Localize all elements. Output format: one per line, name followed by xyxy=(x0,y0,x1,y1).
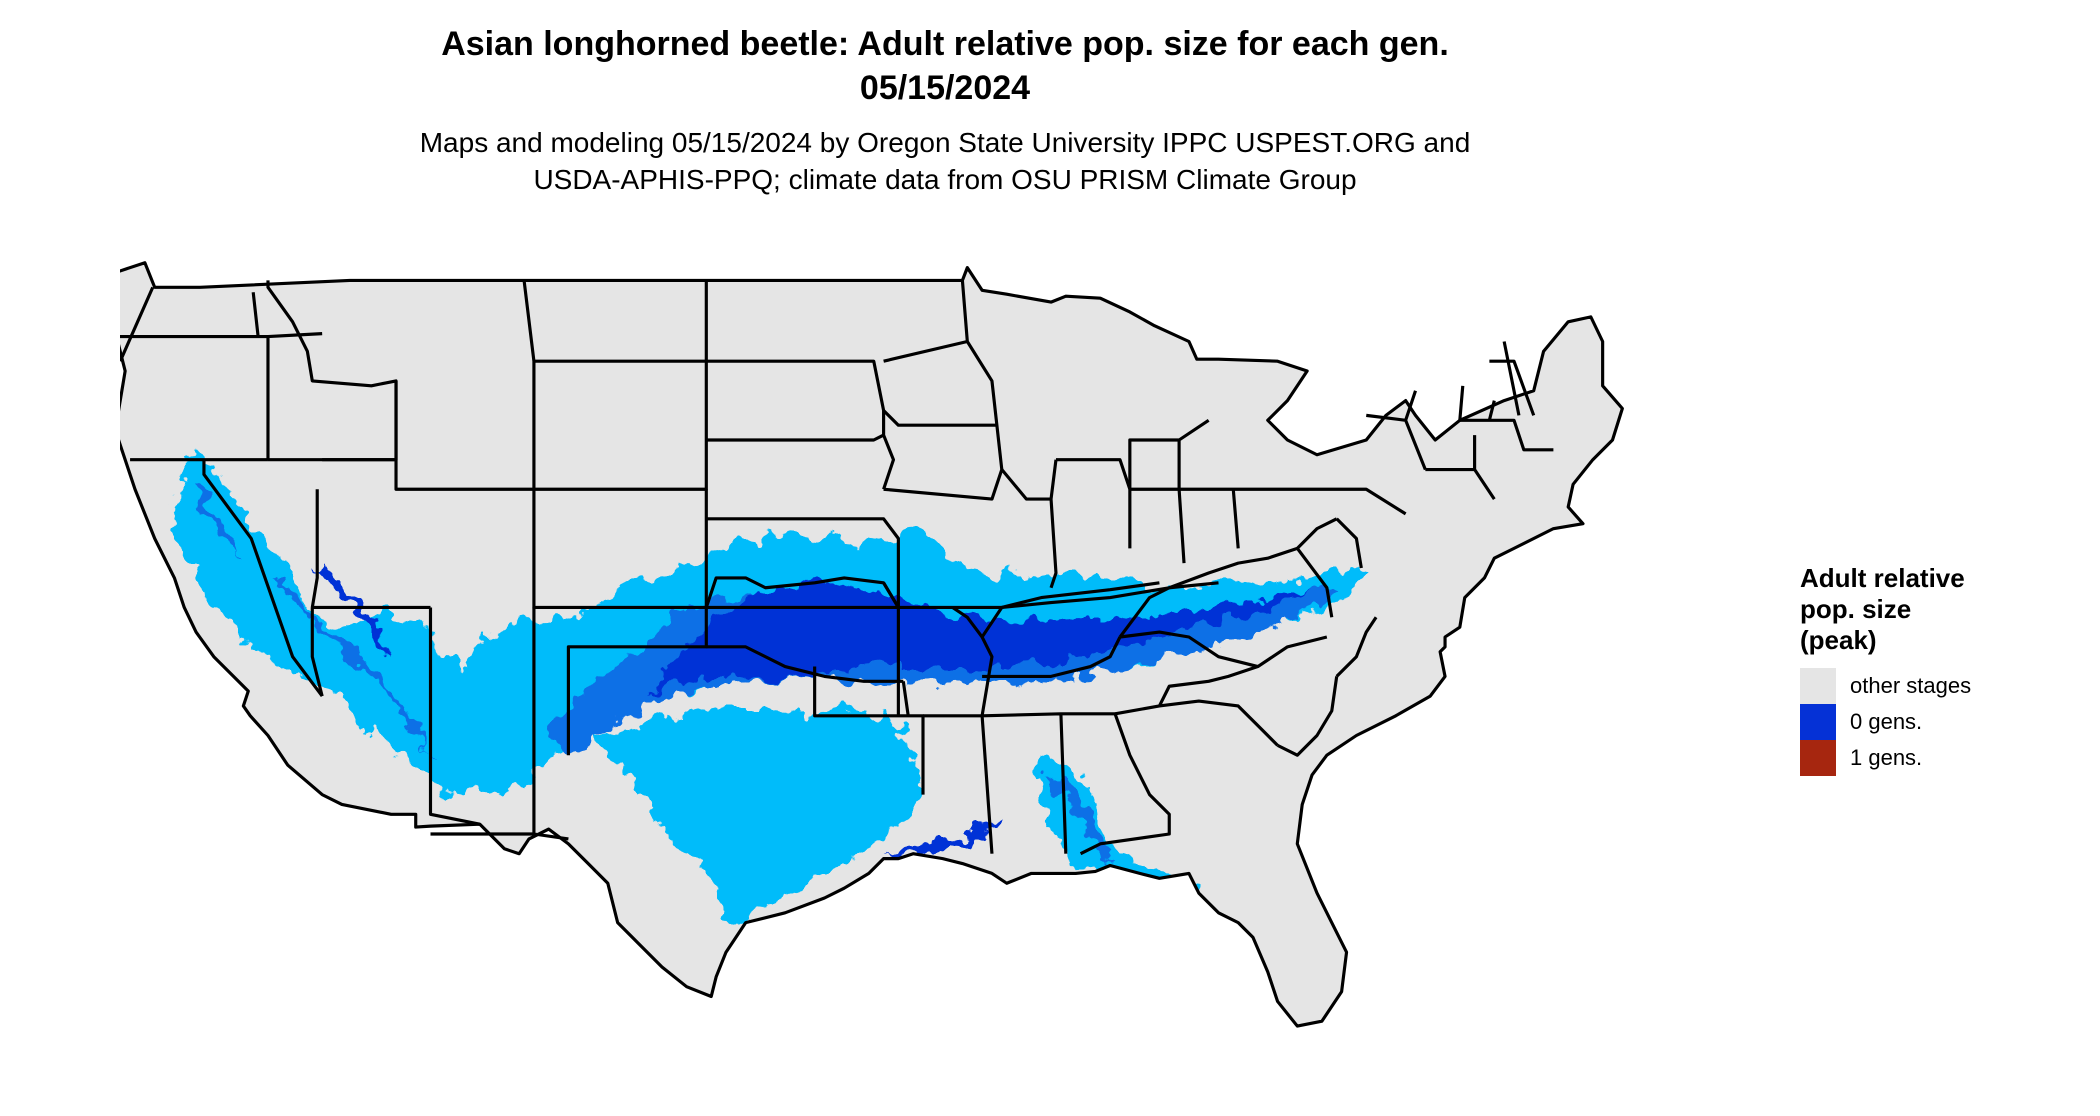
us-map xyxy=(120,225,1800,1115)
legend: Adult relative pop. size (peak) other st… xyxy=(1800,563,2080,776)
map-subtitle-line2: USDA-APHIS-PPQ; climate data from OSU PR… xyxy=(533,164,1357,195)
legend-label-other-stages: other stages xyxy=(1850,673,1972,698)
legend-item-other-stages: other stages xyxy=(1800,668,2080,704)
map-subtitle-line1: Maps and modeling 05/15/2024 by Oregon S… xyxy=(419,127,1471,158)
legend-title-line2: pop. size xyxy=(1800,594,1912,624)
legend-title-line3: (peak) xyxy=(1800,625,1877,655)
legend-items: other stages 0 gens. 1 gens. xyxy=(1800,668,2080,776)
state-borders xyxy=(120,261,1624,1028)
us-map-svg xyxy=(120,261,1624,1028)
legend-label-1-gens: 1 gens. xyxy=(1850,745,1923,770)
legend-title-line1: Adult relative xyxy=(1800,563,1965,593)
legend-swatch-0-gens xyxy=(1800,704,1836,740)
map-title-line1: Asian longhorned beetle: Adult relative … xyxy=(441,25,1449,63)
legend-swatch-1-gens xyxy=(1800,740,1836,776)
zone-dark-blue xyxy=(647,582,1308,697)
title-block: Asian longhorned beetle: Adult relative … xyxy=(0,22,1890,198)
legend-item-0-gens: 0 gens. xyxy=(1800,704,2080,740)
legend-item-1-gens: 1 gens. xyxy=(1800,740,2080,776)
legend-label-0-gens: 0 gens. xyxy=(1850,709,1923,734)
legend-swatch-other-stages xyxy=(1800,668,1836,704)
map-title-date: 05/15/2024 xyxy=(859,69,1031,107)
